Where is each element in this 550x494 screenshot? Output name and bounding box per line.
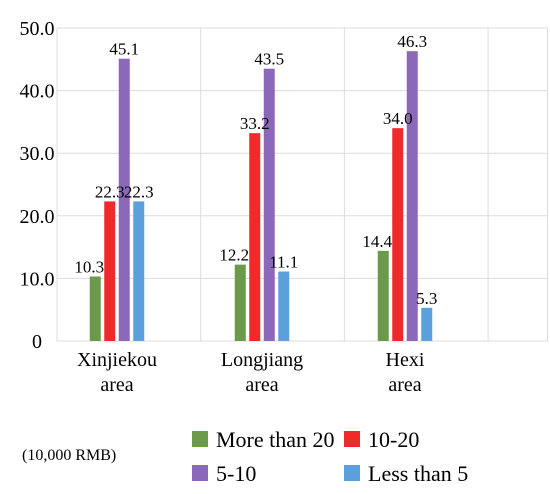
data-label: 11.1 [269, 253, 298, 272]
bar [392, 128, 404, 341]
legend-swatch [344, 431, 360, 447]
bar [406, 51, 418, 342]
x-tick-label: area [100, 374, 133, 396]
unit-note: (10,000 RMB) [22, 447, 116, 464]
legend-label: 5-10 [216, 461, 256, 486]
legend: More than 20 10-20 5-10 Less than 5 [192, 427, 468, 486]
y-tick-label: 0 [32, 331, 42, 353]
legend-label: More than 20 [216, 427, 335, 452]
bar [118, 58, 130, 341]
x-tick-label: Hexi [386, 349, 425, 371]
bar [234, 264, 246, 341]
data-label: 5.3 [416, 289, 437, 308]
data-label: 10.3 [74, 258, 104, 277]
x-tick-label: Xinjiekou [77, 349, 157, 371]
x-tick-label: Longjiang [221, 349, 303, 371]
y-axis: 0 10.0 20.0 30.0 40.0 50.0 [20, 18, 55, 353]
y-tick-label: 40.0 [20, 81, 55, 103]
bar [249, 133, 261, 341]
bar [89, 276, 101, 341]
bar [263, 68, 275, 341]
x-tick-label: area [245, 374, 278, 396]
bar [278, 271, 290, 341]
legend-swatch [192, 431, 208, 447]
legend-label: 10-20 [368, 427, 419, 452]
y-tick-label: 10.0 [20, 268, 55, 290]
legend-swatch [192, 465, 208, 481]
x-tick-label: area [388, 374, 421, 396]
legend-label: Less than 5 [368, 461, 468, 486]
data-label: 22.3 [95, 182, 125, 201]
data-label: 46.3 [397, 32, 427, 51]
data-label: 34.0 [383, 109, 413, 128]
bar [133, 201, 145, 341]
data-labels: 10.3 12.2 14.4 22.3 33.2 34.0 45.1 43.5 46.3 22.3… [74, 32, 437, 308]
data-label: 45.1 [109, 40, 139, 59]
data-label: 33.2 [240, 114, 270, 133]
y-tick-label: 20.0 [20, 206, 55, 228]
data-label: 43.5 [254, 50, 284, 69]
y-tick-label: 30.0 [20, 143, 55, 165]
bar-series [89, 51, 433, 342]
bar [377, 250, 389, 341]
data-label: 14.4 [362, 232, 392, 251]
bar [421, 307, 433, 341]
data-label: 12.2 [219, 246, 249, 265]
legend-swatch [344, 465, 360, 481]
bar [104, 201, 116, 341]
y-tick-label: 50.0 [20, 18, 55, 40]
data-label: 22.3 [124, 182, 154, 201]
x-axis: Xinjiekou area Longjiang area Hexi area [77, 349, 425, 396]
